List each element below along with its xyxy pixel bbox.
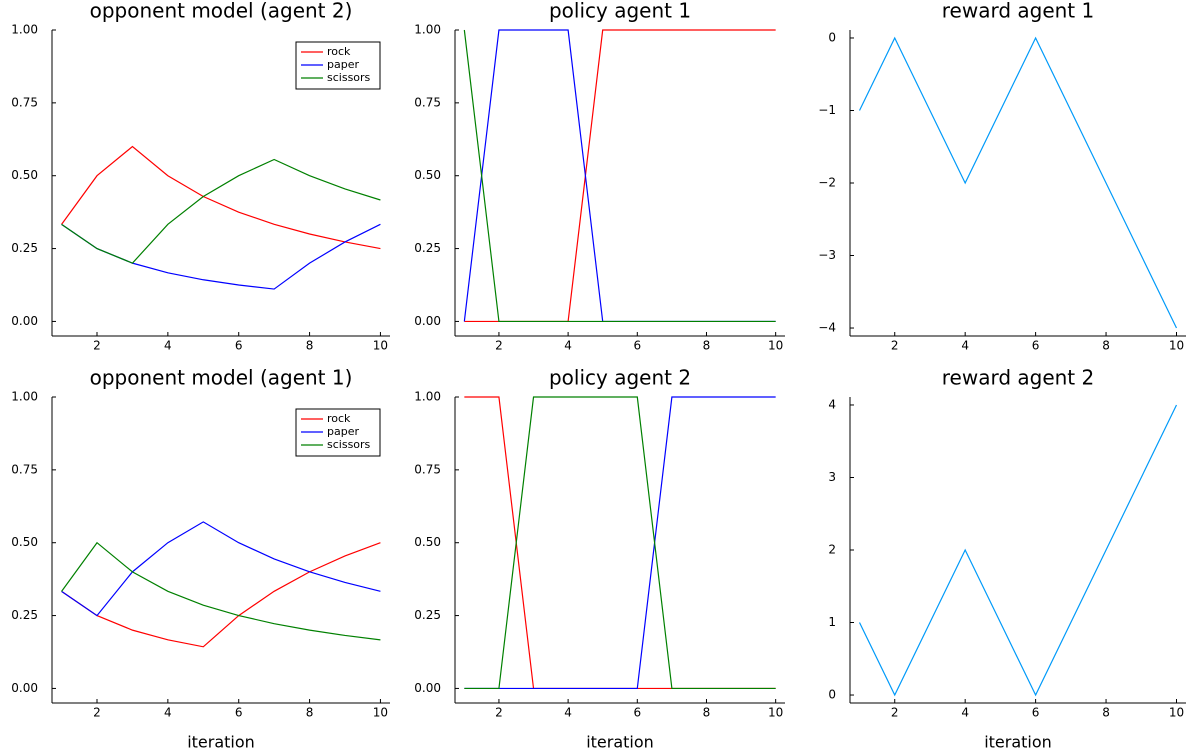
y-tick-label: 0 <box>828 688 836 702</box>
x-tick-label: 4 <box>164 339 172 353</box>
panel-title: policy agent 2 <box>549 366 691 390</box>
x-tick-label: 4 <box>961 339 969 353</box>
data-line <box>61 521 381 617</box>
x-tick-label: 8 <box>306 339 314 353</box>
legend-label: scissors <box>327 71 371 84</box>
legend-label: paper <box>327 425 359 438</box>
y-tick-label: 1.00 <box>414 390 441 404</box>
y-tick-label: 0.00 <box>11 681 38 695</box>
panel: reward agent 1 −4 −3 −2 −1 0 2 4 6 8 10 <box>818 0 1186 353</box>
x-tick-label: 10 <box>373 339 388 353</box>
y-tick-label: 0.75 <box>11 462 38 476</box>
x-tick-label: 10 <box>1169 339 1184 353</box>
x-tick-label: 4 <box>564 706 572 720</box>
panel-title: opponent model (agent 1) <box>90 366 353 390</box>
panel: opponent model (agent 1) 0.00 0.25 0.50 0.75… <box>11 366 390 750</box>
y-tick-label: 0.50 <box>11 535 38 549</box>
x-tick-label: 2 <box>93 339 101 353</box>
x-tick-label: 2 <box>891 706 899 720</box>
y-tick-label: 0.50 <box>11 168 38 182</box>
y-tick-label: 1.00 <box>414 23 441 37</box>
data-line <box>464 396 776 690</box>
data-line <box>61 158 381 264</box>
x-tick-label: 8 <box>1102 339 1110 353</box>
y-tick-label: 0.25 <box>414 608 441 622</box>
y-tick-label: 3 <box>828 470 836 484</box>
x-tick-label: 10 <box>1169 706 1184 720</box>
y-tick-label: 0.75 <box>414 95 441 109</box>
x-tick-label: 10 <box>373 706 388 720</box>
data-line <box>61 223 381 290</box>
y-tick-label: 0.25 <box>414 241 441 255</box>
y-tick-label: 0.75 <box>414 462 441 476</box>
data-line <box>463 29 776 323</box>
x-axis-label: iteration <box>586 733 654 750</box>
y-tick-label: 1.00 <box>11 23 38 37</box>
data-line <box>464 396 776 690</box>
y-tick-label: 0.00 <box>11 314 38 328</box>
panel: opponent model (agent 2) 0.00 0.25 0.50 0.75… <box>11 0 390 353</box>
legend-label: rock <box>327 412 351 425</box>
y-tick-label: 2 <box>828 543 836 557</box>
panel-title: reward agent 2 <box>942 366 1094 390</box>
y-tick-label: 0.00 <box>414 314 441 328</box>
x-tick-label: 2 <box>495 339 503 353</box>
y-tick-label: 4 <box>828 397 836 411</box>
y-tick-label: −3 <box>818 248 836 262</box>
x-tick-label: 4 <box>961 706 969 720</box>
x-tick-label: 6 <box>235 706 243 720</box>
data-line <box>858 36 1178 329</box>
y-tick-label: 0.50 <box>414 168 441 182</box>
panel-title: opponent model (agent 2) <box>90 0 353 23</box>
x-tick-label: 6 <box>633 339 641 353</box>
x-axis-label: iteration <box>984 733 1052 750</box>
x-tick-label: 2 <box>93 706 101 720</box>
x-tick-label: 10 <box>768 706 783 720</box>
x-tick-label: 8 <box>1102 706 1110 720</box>
y-tick-label: 0.75 <box>11 95 38 109</box>
x-tick-label: 6 <box>235 339 243 353</box>
x-tick-label: 6 <box>633 706 641 720</box>
x-tick-label: 8 <box>703 706 711 720</box>
y-tick-label: 1 <box>828 615 836 629</box>
x-tick-label: 4 <box>564 339 572 353</box>
y-tick-label: 0 <box>828 30 836 44</box>
x-axis-label: iteration <box>187 733 255 750</box>
x-tick-label: 8 <box>306 706 314 720</box>
y-tick-label: 0.00 <box>414 681 441 695</box>
y-tick-label: 0.50 <box>414 535 441 549</box>
panel: reward agent 2 0 1 2 3 4 2 4 6 8 10 iteration <box>828 366 1186 750</box>
x-tick-label: 2 <box>495 706 503 720</box>
x-tick-label: 2 <box>891 339 899 353</box>
data-line <box>464 396 776 690</box>
x-tick-label: 4 <box>164 706 172 720</box>
panel-title: reward agent 1 <box>942 0 1094 23</box>
data-line <box>61 145 381 250</box>
y-tick-label: −2 <box>818 176 836 190</box>
y-tick-label: 0.25 <box>11 608 38 622</box>
x-tick-label: 8 <box>703 339 711 353</box>
data-line <box>61 541 381 641</box>
panel: policy agent 1 0.00 0.25 0.50 0.75 1.00 2 4 6 8 10 <box>414 0 785 353</box>
data-line <box>463 29 776 323</box>
x-tick-label: 6 <box>1032 339 1040 353</box>
data-line <box>61 542 381 648</box>
y-tick-label: −4 <box>818 321 836 335</box>
x-tick-label: 6 <box>1032 706 1040 720</box>
data-line <box>464 29 776 323</box>
legend-label: rock <box>327 45 351 58</box>
x-tick-label: 10 <box>768 339 783 353</box>
legend-label: scissors <box>327 438 371 451</box>
legend-label: paper <box>327 58 359 71</box>
panel-title: policy agent 1 <box>549 0 691 23</box>
y-tick-label: 0.25 <box>11 241 38 255</box>
data-line <box>858 404 1178 697</box>
y-tick-label: 1.00 <box>11 390 38 404</box>
y-tick-label: −1 <box>818 103 836 117</box>
panel: policy agent 2 0.00 0.25 0.50 0.75 1.00 2 4 6 8 10… <box>414 366 785 750</box>
